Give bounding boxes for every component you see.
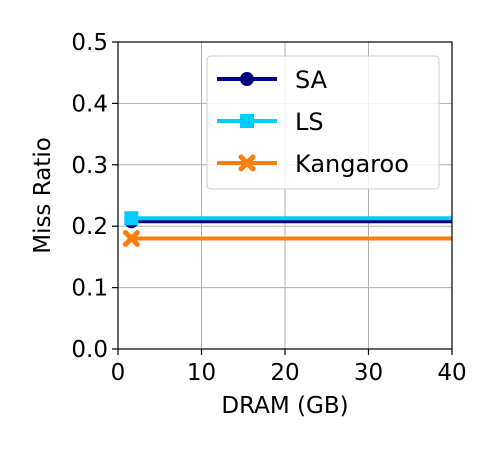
series-point: [238, 154, 256, 172]
legend-entry-ls: LS: [217, 108, 324, 136]
x-tick-label: 20: [270, 360, 299, 386]
series-point: [122, 230, 140, 247]
series-kangaroo: [122, 230, 452, 247]
series-point: [240, 114, 254, 128]
y-tick-labels: 0.0 0.1 0.2 0.3 0.4 0.5: [71, 30, 108, 363]
x-tick-label: 10: [187, 360, 216, 386]
legend: SA LS Kangaroo: [206, 55, 440, 190]
axis-ticks: [112, 41, 453, 355]
legend-entry-sa: SA: [217, 66, 328, 94]
y-tick-label: 0.4: [71, 91, 108, 117]
y-tick-label: 0.5: [71, 30, 108, 56]
x-tick-label: 40: [437, 360, 466, 386]
x-tick-label: 30: [354, 360, 383, 386]
series-point: [124, 211, 139, 226]
legend-label: LS: [295, 108, 324, 136]
legend-box: [206, 55, 440, 190]
y-tick-label: 0.0: [71, 337, 108, 363]
x-tick-label: 0: [111, 360, 126, 386]
series-ls: [124, 211, 452, 226]
x-tick-labels: 0 10 20 30 40: [111, 360, 467, 386]
series-point: [240, 72, 254, 86]
series-layer: [122, 211, 452, 247]
y-axis-label: Miss Ratio: [30, 137, 56, 254]
legend-entry-kangaroo: Kangaroo: [217, 150, 409, 178]
y-tick-label: 0.2: [71, 214, 108, 240]
x-axis-label: DRAM (GB): [221, 393, 348, 419]
y-tick-label: 0.1: [71, 276, 108, 302]
y-tick-label: 0.3: [71, 153, 108, 179]
legend-label: Kangaroo: [295, 150, 409, 178]
legend-label: SA: [295, 66, 328, 94]
